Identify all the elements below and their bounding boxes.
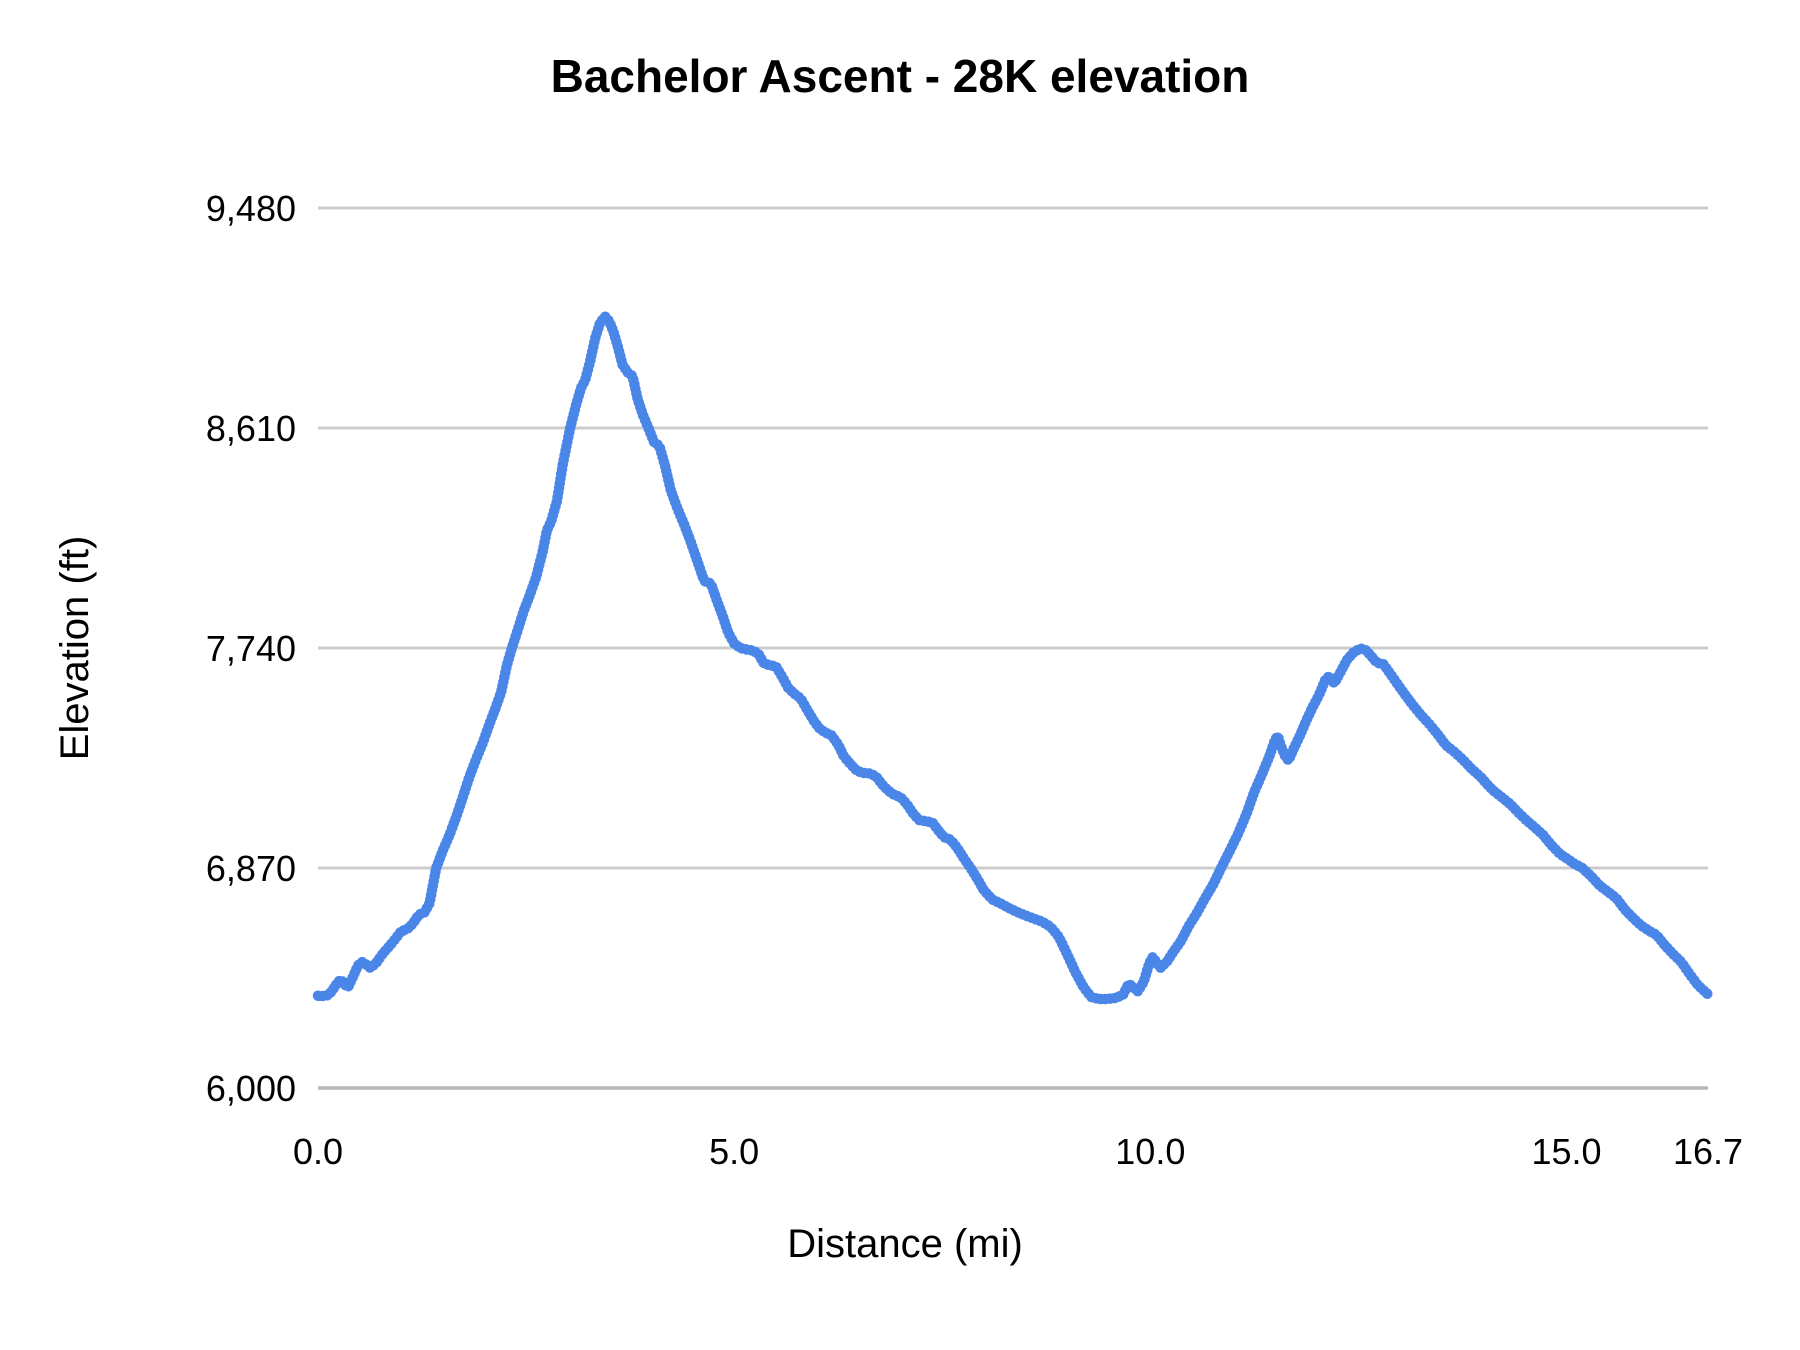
x-axis-title: Distance (mi) — [787, 1222, 1023, 1266]
x-tick-labels: 0.0 5.0 10.0 15.0 16.7 — [293, 1131, 1743, 1172]
y-axis-title: Elevation (ft) — [53, 536, 97, 761]
y-tick-label: 9,480 — [206, 188, 296, 229]
y-tick-label: 8,610 — [206, 408, 296, 449]
elevation-line-dots — [312, 311, 1714, 1005]
x-tick-label: 15.0 — [1531, 1131, 1601, 1172]
series-layer — [312, 311, 1714, 1005]
y-tick-label: 6,870 — [206, 848, 296, 889]
x-tick-label: 5.0 — [709, 1131, 759, 1172]
chart-title: Bachelor Ascent - 28K elevation — [551, 50, 1250, 102]
y-tick-labels: 6,000 6,870 7,740 8,610 9,480 — [206, 188, 296, 1109]
y-tick-label: 6,000 — [206, 1068, 296, 1109]
x-tick-label: 10.0 — [1115, 1131, 1185, 1172]
x-tick-label: 0.0 — [293, 1131, 343, 1172]
x-tick-label: 16.7 — [1673, 1131, 1743, 1172]
gridlines-layer — [318, 206, 1708, 1090]
elevation-line — [314, 313, 1712, 1003]
y-tick-label: 7,740 — [206, 628, 296, 669]
